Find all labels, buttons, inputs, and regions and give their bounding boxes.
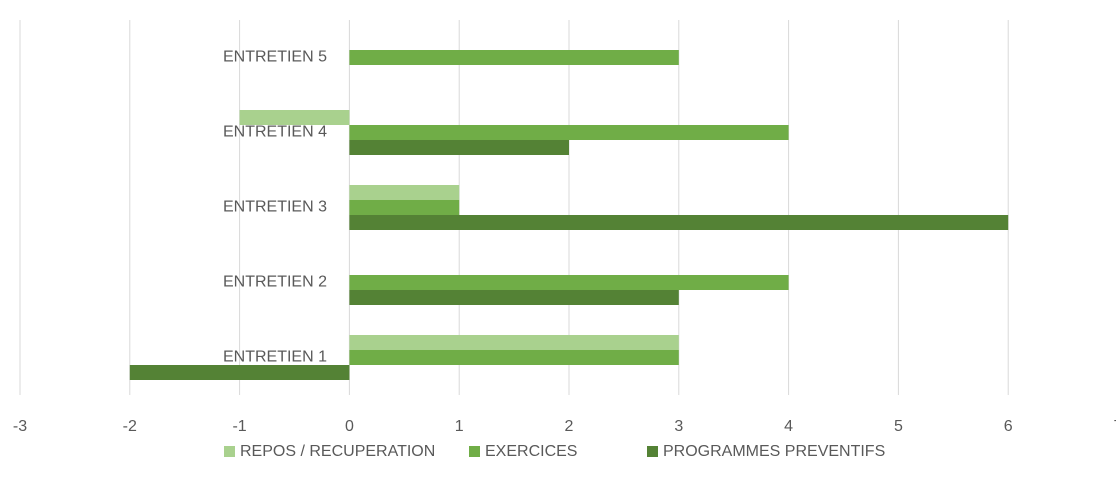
bar: [349, 125, 789, 140]
x-tick-label: 5: [894, 418, 903, 435]
y-tick-label: ENTRETIEN 3: [223, 199, 327, 216]
legend-label: EXERCICES: [485, 443, 577, 460]
x-tick-label: 7: [1114, 418, 1116, 435]
bar: [349, 335, 679, 350]
bar: [349, 275, 789, 290]
x-tick-label: 4: [784, 418, 793, 435]
bar: [349, 215, 1009, 230]
x-tick-label: 0: [345, 418, 354, 435]
y-tick-label: ENTRETIEN 5: [223, 49, 327, 66]
x-tick-label: 6: [1004, 418, 1013, 435]
x-tick-label: -3: [13, 418, 27, 435]
bar: [239, 110, 350, 125]
legend-swatch: [469, 446, 480, 457]
legend-swatch: [647, 446, 658, 457]
x-tick-label: -2: [123, 418, 137, 435]
bar: [129, 365, 350, 380]
legend-label: PROGRAMMES PREVENTIFS: [663, 443, 885, 460]
legend-label: REPOS / RECUPERATION: [240, 443, 435, 460]
y-tick-label: ENTRETIEN 4: [223, 124, 327, 141]
bar: [349, 140, 569, 155]
legend-swatch: [224, 446, 235, 457]
bar: [349, 290, 679, 305]
x-tick-label: 1: [455, 418, 464, 435]
x-tick-label: -1: [232, 418, 246, 435]
y-tick-label: ENTRETIEN 1: [223, 349, 327, 366]
y-tick-label: ENTRETIEN 2: [223, 274, 327, 291]
bar: [349, 350, 679, 365]
bar: [349, 185, 460, 200]
x-tick-label: 3: [674, 418, 683, 435]
x-tick-label: 2: [565, 418, 574, 435]
bar: [349, 50, 679, 65]
bar: [349, 200, 460, 215]
